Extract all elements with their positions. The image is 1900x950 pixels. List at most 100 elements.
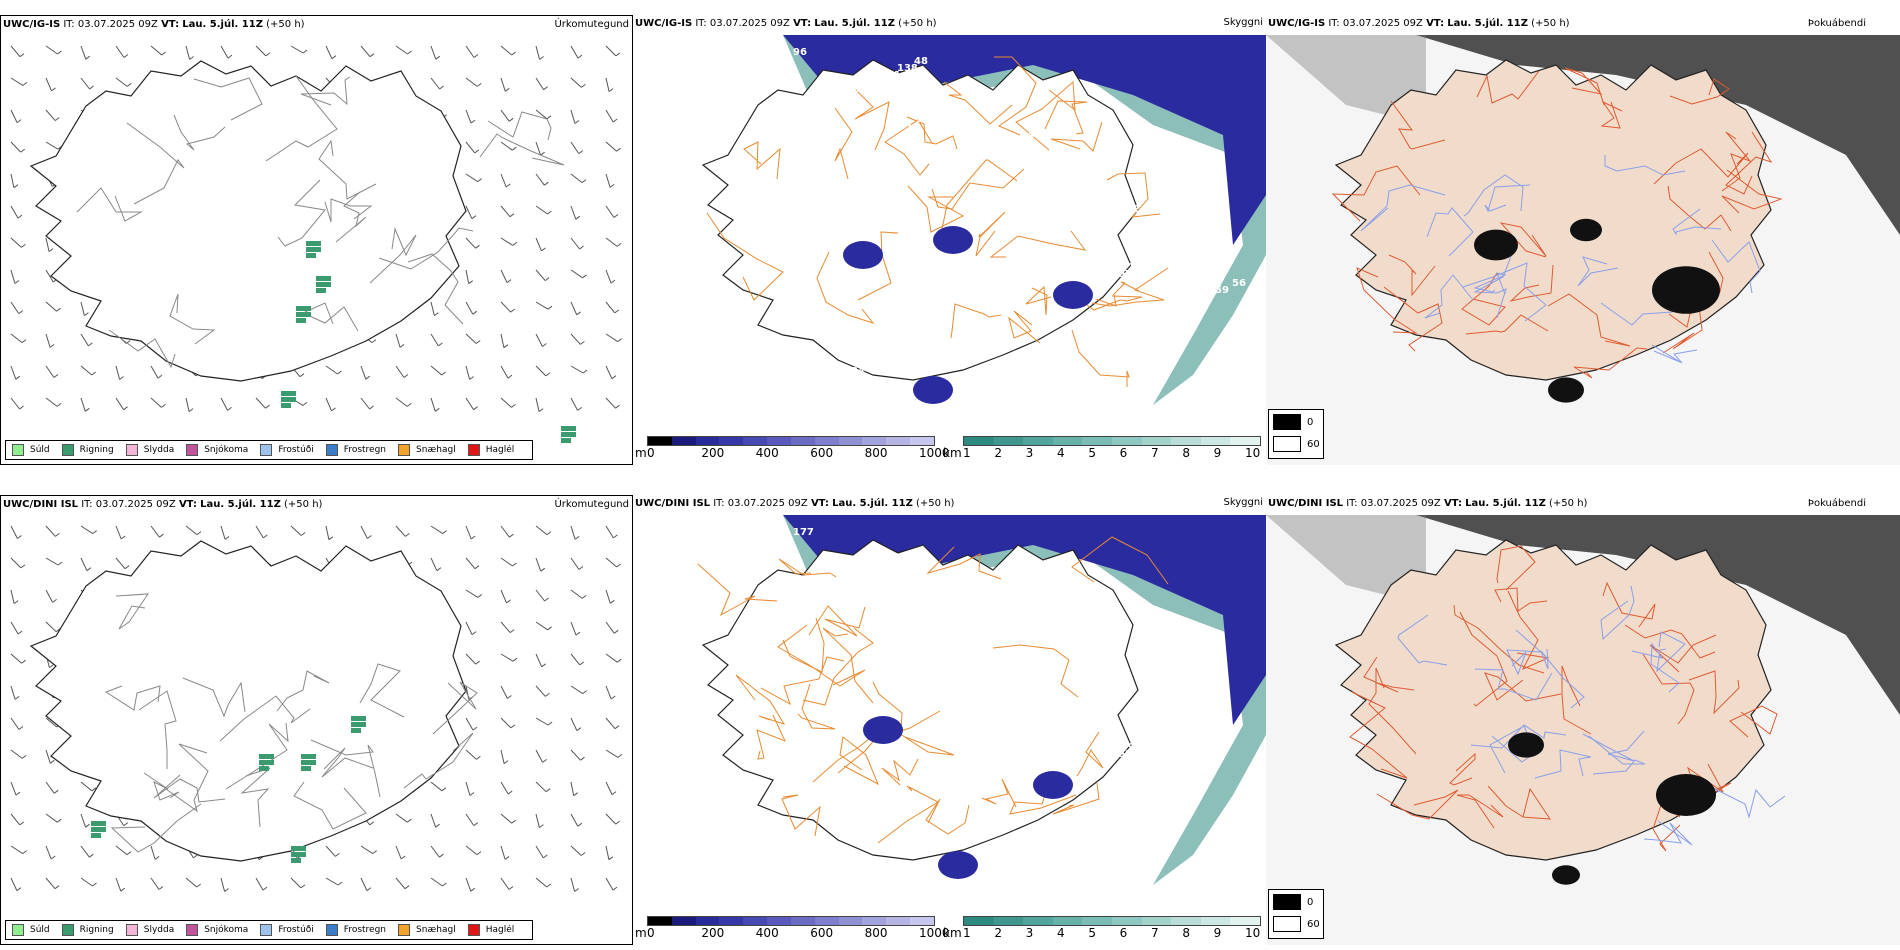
cloudbase-value: 286: [1162, 248, 1183, 259]
legend-label: Súld: [30, 445, 50, 455]
cloudbase-value: 162: [1217, 823, 1238, 834]
fog-legend: 0 60: [1268, 889, 1324, 939]
legend-item: Súld: [12, 444, 50, 456]
colorbar-step: [719, 917, 744, 925]
cloudbase-value: 135: [1251, 329, 1266, 340]
colorbar-step: [814, 437, 839, 445]
cloud-blob: [933, 226, 973, 254]
legend-swatch: [186, 924, 199, 936]
panel-header: UWC/DINI ISL IT: 03.07.2025 09Z VT: Lau.…: [635, 498, 955, 509]
fog-legend-swatch: [1273, 436, 1301, 452]
river-lines: [104, 593, 478, 853]
fog-blob: [1508, 732, 1544, 758]
cloudbase-value: 58: [1056, 174, 1070, 185]
cloudbase-map: 96 96 81 75 69 91 107 94 92 11 110 93 94 149 148 136 110…: [701, 35, 1266, 405]
cloudbase-value: 84: [1020, 130, 1034, 141]
cloudbase-value: 143: [1075, 705, 1096, 716]
precip-map: [10, 525, 623, 892]
fog-map: [1266, 35, 1900, 465]
legend-label: Rigning: [79, 925, 114, 935]
cloudbase-value: 12: [1145, 735, 1159, 746]
legend-label: Snæhagl: [416, 925, 456, 935]
precip-type-panel-bottom: UWC/DINI ISL IT: 03.07.2025 09Z VT: Lau.…: [0, 495, 633, 945]
fog-legend-row: 60: [1273, 436, 1320, 452]
legend-item: Snjókoma: [186, 444, 248, 456]
legend-item: Rigning: [61, 444, 114, 456]
panel-header: UWC/DINI ISL IT: 03.07.2025 09Z VT: Lau.…: [3, 499, 323, 510]
colorbar-step: [862, 917, 887, 925]
legend-swatch: [125, 444, 138, 456]
river-lines: [1360, 155, 1761, 364]
colorbar-step: [1082, 917, 1112, 925]
cloudbase-colorbar: m 0 200 400 600 800 1000: [635, 916, 950, 940]
colorbar-tick: 6: [1119, 926, 1128, 940]
legend-item: Frostregn: [325, 444, 386, 456]
cloudbase-value: 75: [1092, 698, 1106, 709]
colorbar-step: [743, 917, 768, 925]
colorbar-tick: 1000: [919, 926, 950, 940]
cloudbase-value: 56: [1232, 278, 1246, 289]
colorbar-unit: km: [943, 926, 962, 940]
cloudbase-value: 80: [967, 93, 981, 104]
fog-blob: [1652, 266, 1720, 314]
colorbar-unit: km: [943, 446, 962, 460]
iceland-outline: [1334, 539, 1772, 861]
cloudbase-value: 94: [1164, 306, 1178, 317]
cloudbase-panel-bottom: UWC/DINI ISL IT: 03.07.2025 09Z VT: Lau.…: [633, 495, 1266, 945]
iceland-outline: [29, 540, 467, 862]
cloudbase-value: 149: [1022, 188, 1043, 199]
cloudbase-value: 98: [1234, 816, 1248, 827]
colorbar-tick: 2: [994, 926, 1002, 940]
iceland-outline: [701, 59, 1139, 381]
cloudbase-value: 69: [1005, 195, 1019, 206]
legend-swatch: [398, 444, 411, 456]
legend-item: Snæhagl: [398, 924, 456, 936]
cloudbase-value: 121: [1181, 779, 1202, 790]
cloudbase-value: 129: [1145, 255, 1166, 266]
colorbar-step: [1052, 437, 1083, 445]
fog-legend-row: 60: [1273, 916, 1320, 932]
colorbar-step: [886, 437, 911, 445]
colorbar-step: [671, 437, 696, 445]
legend-item: Frostregn: [325, 924, 386, 936]
colorbar-step: [1171, 917, 1201, 925]
legend-label: Snæhagl: [416, 445, 456, 455]
colorbar-step: [993, 437, 1024, 445]
cloudbase-value-labels: 96 96 81 75 69 91 107 94 92 11 110 93 94 149 148 136 110…: [793, 47, 1266, 391]
colorbar-step: [1171, 437, 1201, 445]
rain-patches: [281, 241, 576, 443]
fog-map: [1266, 515, 1900, 945]
legend-label: Slydda: [143, 925, 175, 935]
cloudbase-value: 138: [897, 63, 918, 74]
colorbar-tick: 3: [1025, 926, 1034, 940]
colorbar-step: [767, 917, 791, 925]
legend-swatch: [467, 924, 480, 936]
fog-blob: [1474, 229, 1518, 261]
colorbar-tick: 9: [1213, 446, 1222, 460]
colorbar-step: [648, 437, 672, 445]
fog-index-panel-bottom: UWC/DINI ISL IT: 03.07.2025 09Z VT: Lau.…: [1266, 495, 1900, 945]
cloudbase-value: 128: [916, 594, 937, 605]
fog-legend-value: 60: [1307, 918, 1320, 930]
cloudbase-value: 132: [810, 860, 831, 871]
legend-swatch: [325, 444, 338, 456]
cloudbase-value: 158: [1005, 675, 1026, 686]
legend-label: Súld: [30, 925, 50, 935]
panel-title: Úrkomutegund: [554, 499, 629, 510]
cloudbase-value: 107: [1111, 269, 1132, 280]
cloudbase-value: 110: [863, 77, 884, 88]
colorbar-tick: 6: [1119, 446, 1128, 460]
legend-item: Slydda: [125, 444, 174, 456]
colorbar-tick: 10: [1245, 446, 1261, 460]
precip-legend: Súld Rigning Slydda Snjókoma Frostúði Frostre…: [5, 440, 534, 460]
precip-type-panel-top: UWC/IG-IS IT: 03.07.2025 09Z VT: Lau. 5.…: [0, 15, 633, 465]
legend-label: Haglél: [485, 445, 515, 455]
legend-swatch: [260, 924, 273, 936]
cloudbase-value: 177: [793, 527, 814, 538]
legend-item: Snæhagl: [398, 444, 456, 456]
legend-swatch: [467, 444, 480, 456]
colorbar-step: [1111, 917, 1142, 925]
colorbar-step: [767, 437, 791, 445]
legend-swatch: [12, 924, 24, 936]
cloudbase-value: 93: [916, 114, 930, 125]
